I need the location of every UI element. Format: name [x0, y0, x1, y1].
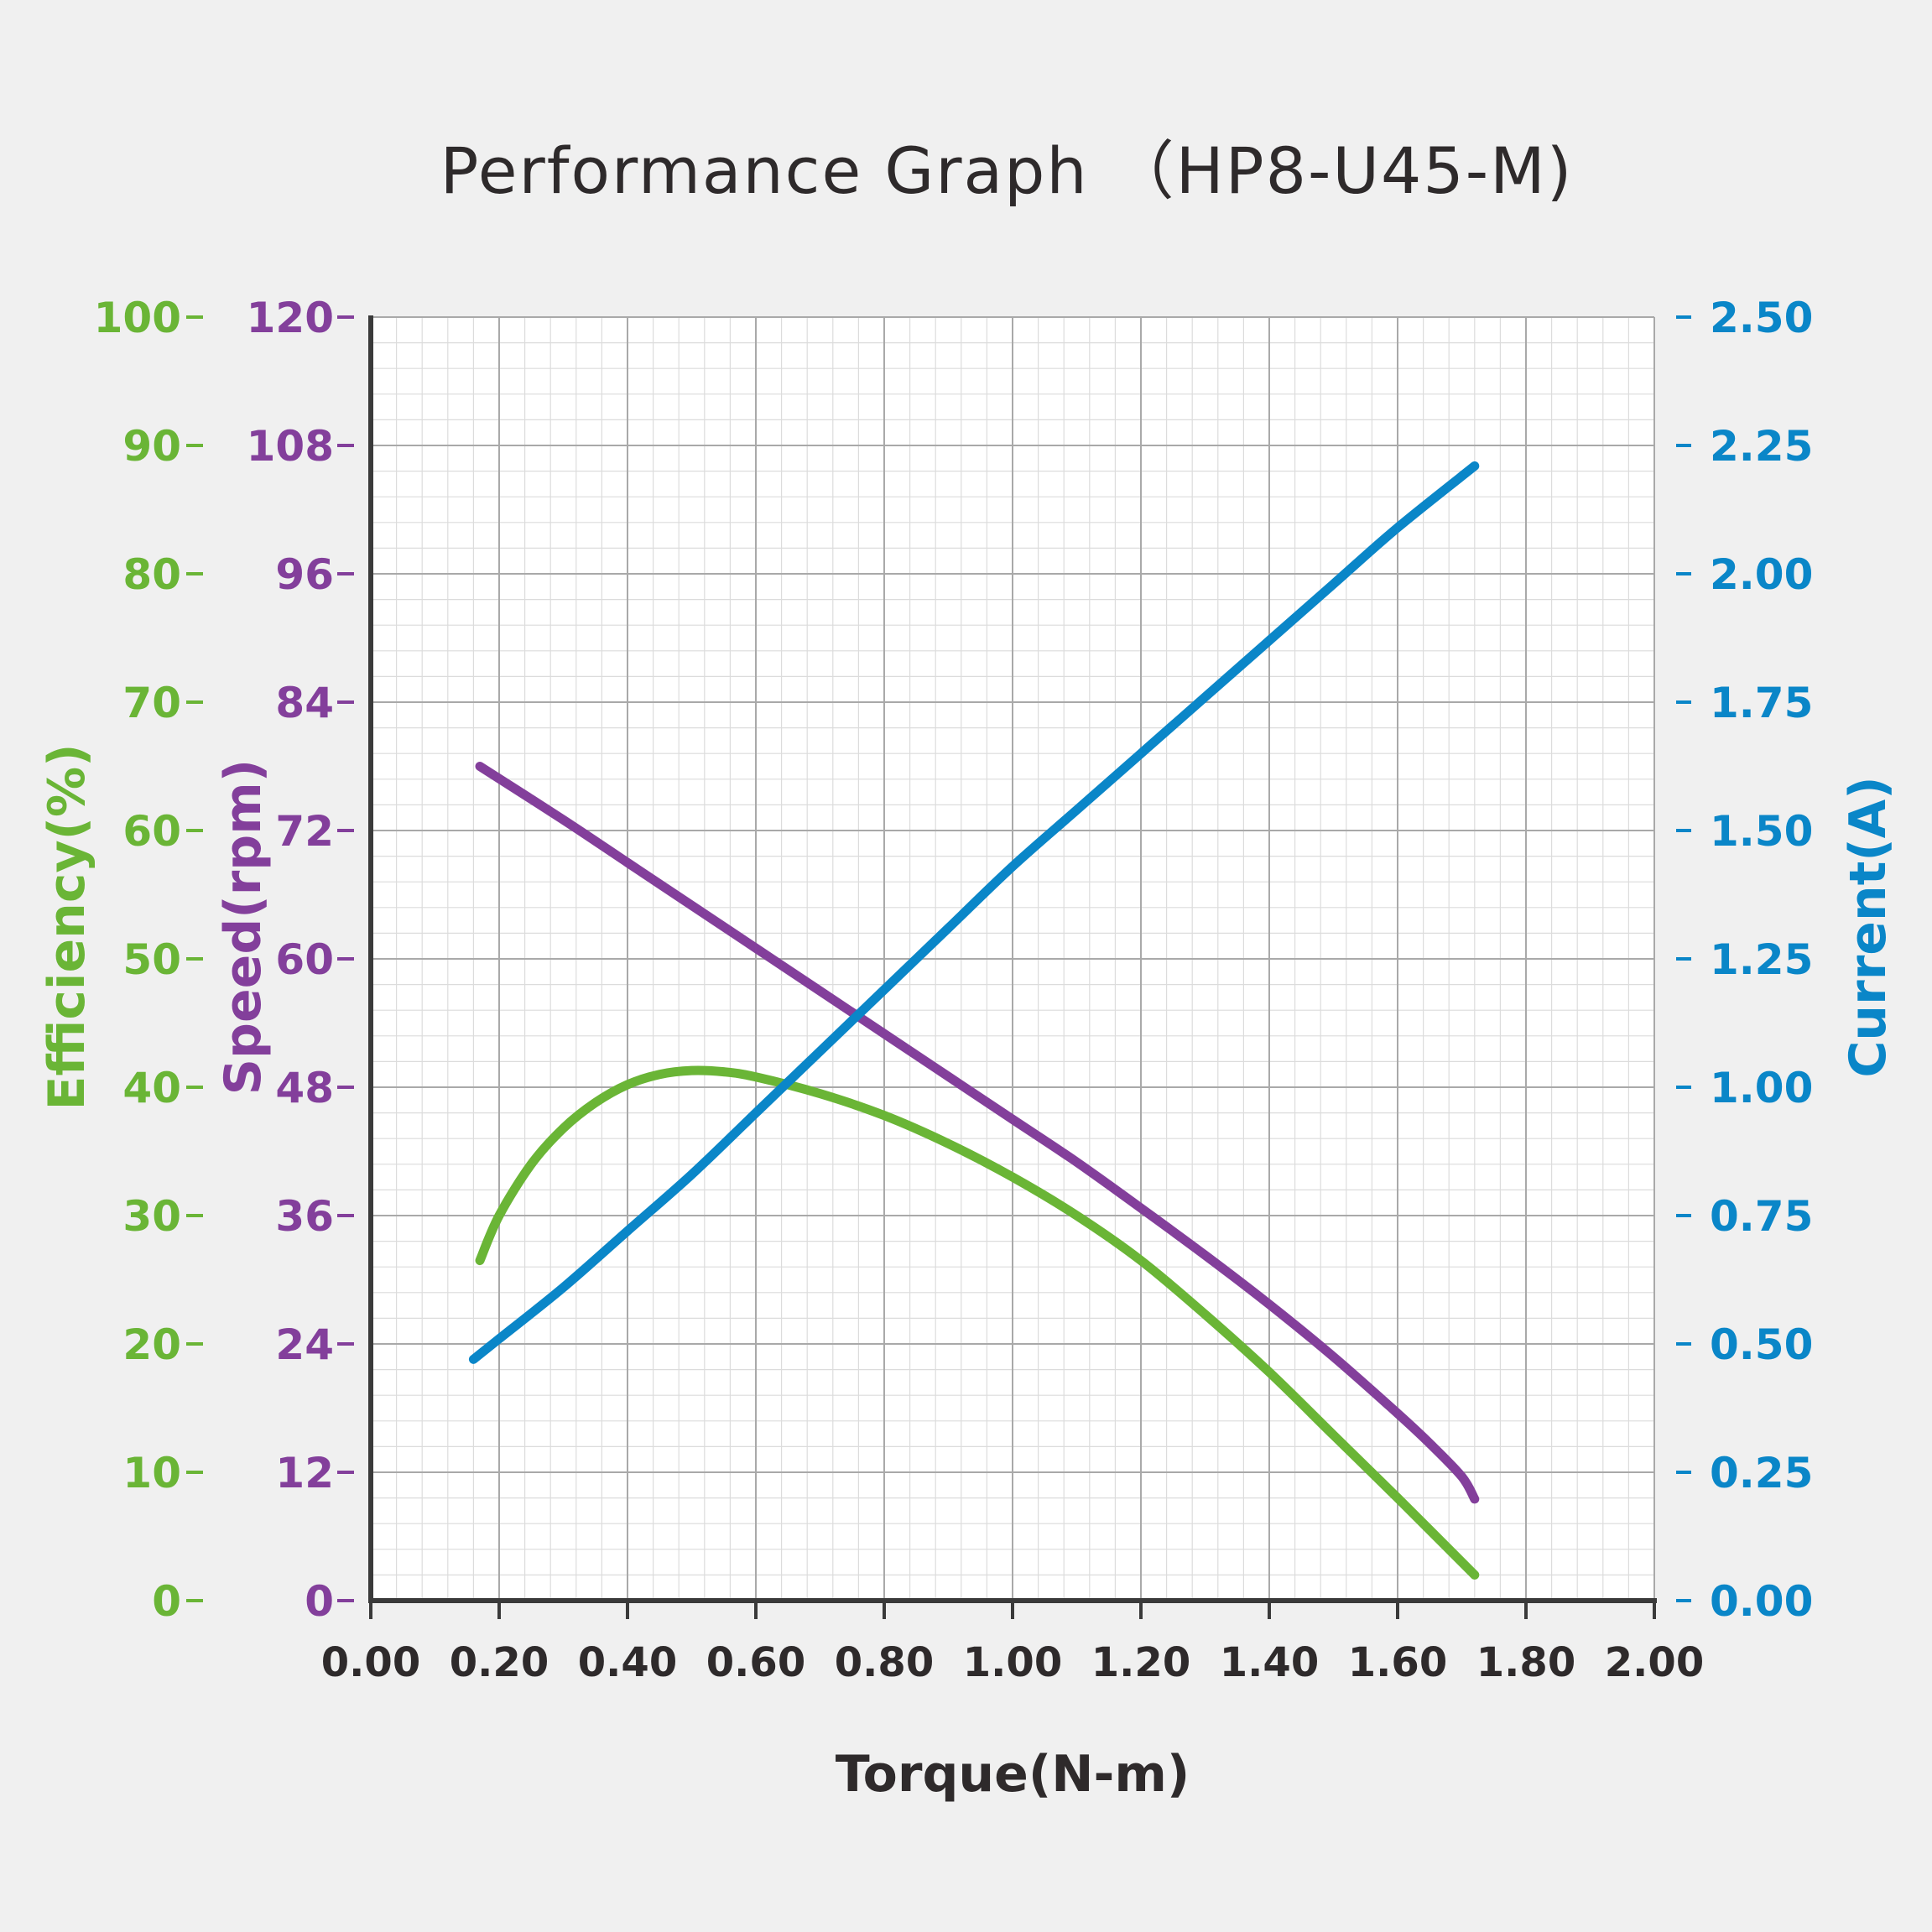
current-axis-label: Current(A)	[1839, 776, 1898, 1077]
efficiency-tick-label: 80	[122, 550, 181, 599]
x-tick-label: 1.00	[963, 1639, 1062, 1686]
efficiency-tick-label: 30	[122, 1192, 181, 1241]
current-tick-label: 0.50	[1710, 1320, 1813, 1369]
x-tick-label: 1.80	[1476, 1639, 1575, 1686]
current-tick-label: 2.25	[1710, 422, 1813, 471]
current-tick-label: 0.75	[1710, 1192, 1813, 1241]
speed-tick-label: 96	[275, 550, 334, 599]
x-tick-label: 0.00	[321, 1639, 420, 1686]
efficiency-tick-label: 90	[122, 422, 181, 471]
current-tick-label: 0.25	[1710, 1449, 1813, 1497]
series-layer	[468, 461, 1480, 1580]
speed-tick-label: 24	[275, 1320, 334, 1369]
major-grid	[370, 316, 1655, 1601]
speed-tick-label: 48	[275, 1064, 334, 1112]
speed-tick-label: 120	[247, 294, 334, 342]
efficiency-tick-label: 20	[122, 1320, 181, 1369]
x-tick-label: 1.40	[1220, 1639, 1319, 1686]
current-tick-label: 2.50	[1710, 294, 1813, 342]
chart-title: Performance Graph （HP8-U45-M)	[440, 133, 1574, 208]
efficiency-tick-label: 10	[122, 1449, 181, 1497]
x-tick-label: 1.20	[1091, 1639, 1190, 1686]
current-tick-label: 1.00	[1710, 1064, 1813, 1112]
speed-series-line	[475, 762, 1480, 1504]
efficiency-tick-label: 50	[122, 935, 181, 984]
speed-tick-label: 60	[275, 935, 334, 984]
efficiency-tick-label: 40	[122, 1064, 181, 1112]
current-series-line	[468, 461, 1480, 1364]
tick-layer: 0.00 0.20 0.40 0.60 0.80 1.00 1.20 1.40 1.60 1.80…	[94, 294, 1814, 1686]
x-tick-label: 1.60	[1348, 1639, 1447, 1686]
x-axis-label: Torque(N-m)	[836, 1745, 1190, 1804]
speed-tick-label: 84	[275, 679, 334, 727]
current-tick-label: 1.75	[1710, 679, 1813, 727]
x-tick-label: 0.80	[835, 1639, 934, 1686]
current-tick-label: 0.00	[1710, 1577, 1813, 1626]
speed-tick-label: 0	[305, 1577, 334, 1626]
efficiency-tick-label: 0	[152, 1577, 181, 1626]
x-tick-label: 0.20	[450, 1639, 549, 1686]
efficiency-tick-label: 70	[122, 679, 181, 727]
efficiency-tick-label: 60	[122, 807, 181, 856]
speed-tick-label: 12	[275, 1449, 334, 1497]
efficiency-tick-label: 100	[94, 294, 181, 342]
speed-tick-label: 72	[275, 807, 334, 856]
speed-tick-label: 108	[247, 422, 334, 471]
x-tick-label: 2.00	[1605, 1639, 1704, 1686]
speed-tick-label: 36	[275, 1192, 334, 1241]
efficiency-axis-label: Efficiency(%)	[38, 743, 96, 1110]
speed-axis-label: Speed(rpm)	[214, 759, 273, 1095]
x-tick-label: 0.60	[706, 1639, 805, 1686]
current-tick-label: 1.25	[1710, 935, 1813, 984]
current-tick-label: 2.00	[1710, 550, 1813, 599]
efficiency-series-line	[475, 1065, 1480, 1580]
current-tick-label: 1.50	[1710, 807, 1813, 856]
x-tick-label: 0.40	[578, 1639, 677, 1686]
